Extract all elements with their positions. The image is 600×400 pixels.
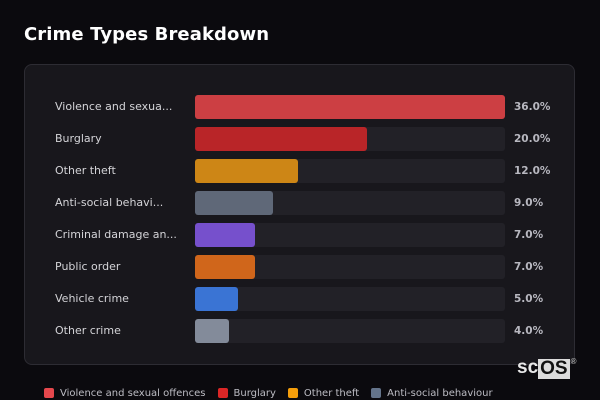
bar-value: 12.0% [514, 165, 551, 177]
bar-label: Burglary [55, 132, 102, 145]
legend-item[interactable]: Burglary [217, 387, 276, 399]
bar-value: 4.0% [514, 325, 544, 337]
bar-track [195, 191, 505, 215]
bar-fill[interactable] [195, 287, 239, 311]
bar-track [195, 287, 505, 311]
bar-track [195, 255, 505, 279]
bar-label: Other theft [55, 164, 116, 177]
watermark-logo: sc OS ® [517, 357, 577, 379]
bar-label: Criminal damage an... [55, 228, 177, 241]
bar-track [195, 127, 505, 151]
bar-fill[interactable] [195, 319, 230, 343]
legend-label: Violence and sexual offences [60, 387, 206, 399]
legend-swatch-icon [44, 388, 54, 398]
bar-fill[interactable] [195, 255, 256, 279]
bar-value: 5.0% [514, 293, 544, 305]
bar-fill[interactable] [195, 223, 256, 247]
bar-fill[interactable] [195, 95, 505, 119]
bar-row: Other theft 12.0% [25, 159, 574, 183]
legend-label: Other theft [303, 387, 360, 399]
bar-row: Criminal damage an... 7.0% [25, 223, 574, 247]
legend-item[interactable]: Violence and sexual offences [44, 388, 206, 399]
bar-value: 36.0% [514, 101, 551, 113]
legend-label: Burglary [233, 387, 276, 399]
chart-legend: Violence and sexual offences Burglary Othe… [44, 386, 505, 400]
legend-swatch-icon [371, 388, 382, 398]
bar-row: Violence and sexua... 36.0% [25, 95, 574, 119]
bar-value: 7.0% [514, 261, 544, 273]
bar-row: Public order 7.0% [25, 255, 574, 279]
bar-fill[interactable] [195, 159, 299, 183]
bar-track [195, 95, 505, 119]
bar-row: Burglary 20.0% [25, 127, 574, 151]
bar-track [195, 223, 505, 247]
bar-value: 20.0% [514, 133, 551, 145]
bar-value: 9.0% [514, 197, 544, 209]
bar-row: Vehicle crime 5.0% [25, 287, 574, 311]
legend-label: Anti-social behaviour [387, 387, 493, 399]
watermark-highlight: OS [538, 358, 570, 379]
legend-item[interactable]: Anti-social behaviour [371, 387, 493, 399]
bar-label: Other crime [55, 324, 121, 337]
legend-item[interactable]: Other theft [287, 387, 360, 399]
bar-row: Anti-social behavi... 9.0% [25, 191, 574, 215]
legend-swatch-icon [287, 388, 298, 398]
bar-value: 7.0% [514, 229, 544, 241]
bar-track [195, 159, 505, 183]
bar-fill[interactable] [195, 127, 368, 151]
bar-label: Public order [55, 260, 121, 273]
bar-track [195, 319, 505, 343]
legend-swatch-icon [217, 388, 228, 398]
watermark-prefix: sc [517, 357, 539, 378]
registered-mark: ® [570, 357, 577, 366]
chart-card: Violence and sexua... 36.0% Burglary 20.0% O… [24, 64, 575, 365]
bar-row: Other crime 4.0% [25, 319, 574, 343]
page-title: Crime Types Breakdown [24, 24, 270, 45]
bar-fill[interactable] [195, 191, 273, 215]
bar-label: Anti-social behavi... [55, 196, 164, 209]
bar-label: Vehicle crime [55, 292, 129, 305]
bar-label: Violence and sexua... [55, 100, 173, 113]
